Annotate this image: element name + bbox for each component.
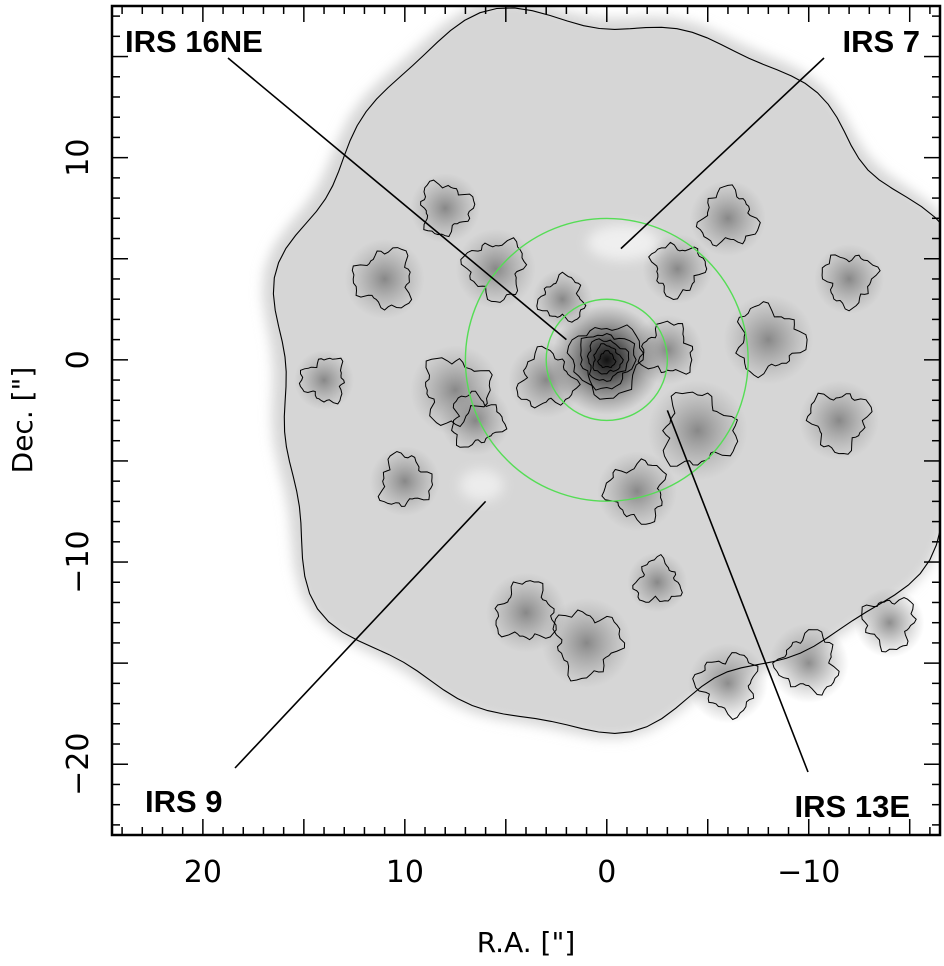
contour-patch <box>494 580 557 641</box>
annotation-label: IRS 9 <box>145 784 223 819</box>
contour-patch <box>637 320 694 375</box>
source-annotations: IRS 16NE IRS 7 IRS 9 IRS 13E <box>125 24 920 824</box>
emission-patch <box>344 238 425 319</box>
x-tick-label: 10 <box>386 855 424 890</box>
emission-patch <box>768 623 849 704</box>
contour-patch <box>351 247 413 311</box>
annotation-leader <box>666 410 809 773</box>
contour-lines <box>272 7 940 734</box>
contour-patch <box>515 345 581 409</box>
contour-patch <box>451 390 508 448</box>
y-tick-label: 0 <box>61 350 96 369</box>
contour-patch <box>601 458 667 525</box>
core-contour <box>592 343 624 375</box>
contour-patch <box>662 391 739 467</box>
emission-patch <box>440 385 511 456</box>
x-axis-title: R.A. ["] <box>477 926 576 959</box>
y-tick-label: 10 <box>61 139 96 177</box>
emission-patch <box>723 294 814 385</box>
contour-patch <box>805 392 873 455</box>
annotation-label: IRS 13E <box>795 789 910 824</box>
annotation-label: IRS 16NE <box>125 24 263 59</box>
emission-patch <box>854 587 925 658</box>
emission-patch <box>689 180 766 257</box>
contour-patch <box>648 241 708 301</box>
contour-patch <box>821 254 881 312</box>
contour-patch <box>632 553 683 603</box>
core-contour <box>586 338 630 382</box>
emission-patch <box>814 243 885 314</box>
void-irs9 <box>459 469 504 502</box>
contour-patch <box>735 301 808 379</box>
aperture-circle <box>545 298 669 422</box>
core-contour <box>597 350 617 369</box>
tick-labels: 20 10 0 −10 10 0 −10 −20 <box>61 139 840 890</box>
core-contour <box>566 324 645 400</box>
outer-contour <box>272 7 940 734</box>
emission-patch <box>642 233 713 304</box>
emission-patch <box>687 643 768 724</box>
y-tick-label: −10 <box>61 530 96 593</box>
contour-patch <box>692 652 759 721</box>
emission-patch <box>627 552 688 613</box>
contour-patch <box>695 184 761 247</box>
contour-patch <box>552 609 626 682</box>
emission-patch <box>294 350 355 411</box>
y-axis-title: Dec. ["] <box>6 367 39 474</box>
aperture-circles <box>464 217 749 502</box>
void-irs7 <box>586 224 659 261</box>
core-contour <box>580 332 637 391</box>
contour-patch <box>377 450 434 507</box>
contour-patch <box>861 596 917 653</box>
contour-patch <box>536 271 587 323</box>
axis-ticks <box>112 6 940 835</box>
annotation-leader <box>227 57 567 341</box>
x-tick-label: 20 <box>184 855 222 890</box>
contour-patch <box>298 357 345 405</box>
emission-patch <box>541 597 632 688</box>
aperture-circle <box>464 217 749 502</box>
x-tick-label: 0 <box>597 855 616 890</box>
emission-patch <box>597 451 678 532</box>
contour-patch <box>772 629 840 696</box>
emission-patch <box>455 228 536 309</box>
annotation-leader <box>620 57 825 250</box>
y-tick-label: −20 <box>61 733 96 796</box>
contour-patch <box>460 237 528 303</box>
emission-patch <box>369 446 440 517</box>
contour-patch <box>425 357 493 428</box>
emission-patch <box>799 380 880 461</box>
emission-map <box>262 6 940 738</box>
annotation-leader <box>234 500 487 769</box>
x-tick-label: −10 <box>777 855 840 890</box>
contour-patch <box>420 179 476 238</box>
emission-patch <box>410 173 481 244</box>
annotation-label: IRS 7 <box>842 24 920 59</box>
